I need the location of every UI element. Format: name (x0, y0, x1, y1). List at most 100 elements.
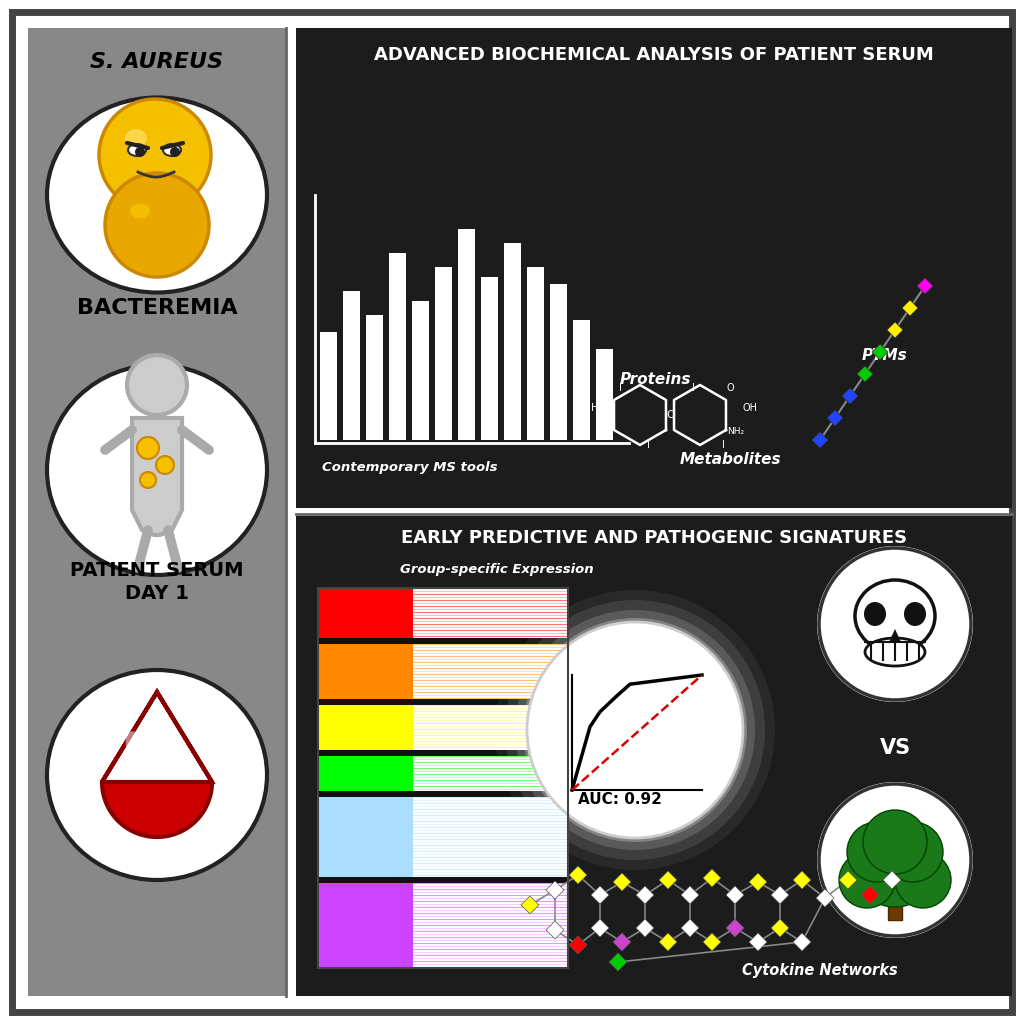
Ellipse shape (125, 129, 147, 147)
Circle shape (105, 173, 209, 278)
Circle shape (505, 600, 765, 860)
Circle shape (125, 125, 185, 185)
Polygon shape (872, 344, 888, 360)
Circle shape (139, 139, 171, 171)
Polygon shape (827, 410, 843, 426)
Circle shape (523, 618, 746, 842)
Text: PATIENT SERUM
DAY 1: PATIENT SERUM DAY 1 (71, 561, 244, 603)
Bar (318, 797, 413, 877)
Polygon shape (749, 933, 767, 951)
Text: BACTEREMIA: BACTEREMIA (77, 298, 238, 318)
Polygon shape (609, 953, 627, 971)
Polygon shape (861, 886, 879, 904)
Polygon shape (636, 886, 654, 904)
Circle shape (817, 546, 973, 702)
Bar (504, 244, 521, 440)
Polygon shape (613, 933, 631, 951)
Circle shape (142, 142, 167, 167)
Polygon shape (771, 886, 790, 904)
Polygon shape (659, 871, 677, 889)
Circle shape (839, 852, 895, 908)
Circle shape (102, 102, 207, 207)
Circle shape (515, 610, 755, 850)
Circle shape (117, 117, 193, 193)
Bar (550, 284, 567, 440)
Bar (527, 267, 544, 440)
Polygon shape (771, 919, 790, 937)
Circle shape (895, 852, 951, 908)
Circle shape (135, 147, 145, 157)
Text: EARLY PREDICTIVE AND PATHOGENIC SIGNATURES: EARLY PREDICTIVE AND PATHOGENIC SIGNATUR… (401, 529, 907, 547)
Ellipse shape (47, 97, 267, 293)
Bar (413, 756, 568, 791)
Text: Cytokine Networks: Cytokine Networks (742, 963, 898, 978)
Bar (413, 644, 568, 699)
Bar (343, 291, 360, 440)
Circle shape (819, 784, 971, 936)
Polygon shape (793, 871, 811, 889)
Circle shape (99, 99, 211, 211)
Circle shape (883, 822, 943, 882)
Bar (596, 349, 613, 440)
Circle shape (817, 782, 973, 938)
Bar (296, 28, 1012, 508)
Circle shape (170, 147, 180, 157)
Polygon shape (793, 933, 811, 951)
Circle shape (106, 106, 204, 204)
Polygon shape (857, 366, 873, 382)
Ellipse shape (864, 602, 886, 626)
Text: O: O (726, 383, 734, 393)
Circle shape (140, 472, 156, 488)
Polygon shape (839, 871, 857, 889)
Text: PTMs: PTMs (862, 347, 908, 362)
Ellipse shape (855, 580, 935, 652)
Text: VS: VS (880, 738, 910, 758)
Bar (413, 797, 568, 877)
Text: S. AUREUS: S. AUREUS (90, 52, 223, 72)
Circle shape (847, 822, 907, 882)
Bar (412, 301, 429, 440)
Bar (481, 276, 498, 440)
Bar (318, 883, 413, 968)
Bar (319, 332, 337, 440)
Ellipse shape (163, 144, 181, 156)
Circle shape (114, 114, 197, 197)
Text: I: I (646, 440, 649, 450)
Polygon shape (889, 629, 901, 642)
Text: O: O (667, 410, 676, 420)
Polygon shape (902, 300, 918, 316)
Polygon shape (726, 886, 744, 904)
Circle shape (853, 823, 937, 907)
Circle shape (819, 548, 971, 700)
Bar (296, 516, 1012, 996)
Polygon shape (842, 388, 858, 404)
Circle shape (132, 132, 178, 178)
Polygon shape (726, 919, 744, 937)
Ellipse shape (865, 638, 925, 666)
Bar (413, 588, 568, 638)
Bar (28, 28, 286, 996)
Circle shape (146, 146, 164, 164)
Polygon shape (569, 866, 587, 884)
Polygon shape (703, 869, 721, 887)
Bar (318, 588, 568, 968)
Ellipse shape (47, 365, 267, 575)
Bar (435, 267, 452, 440)
Circle shape (527, 622, 743, 838)
Ellipse shape (47, 670, 267, 880)
Text: HO: HO (591, 403, 605, 413)
Text: OH: OH (742, 403, 758, 413)
Circle shape (110, 110, 200, 200)
Ellipse shape (904, 602, 926, 626)
Bar (318, 791, 568, 797)
Polygon shape (812, 432, 828, 449)
Circle shape (135, 135, 174, 174)
Bar (573, 319, 590, 440)
Circle shape (495, 590, 775, 870)
Circle shape (137, 437, 159, 459)
Polygon shape (102, 692, 212, 837)
Bar (318, 644, 413, 699)
Ellipse shape (128, 144, 146, 156)
Text: NH₂: NH₂ (727, 427, 744, 436)
Polygon shape (591, 919, 609, 937)
